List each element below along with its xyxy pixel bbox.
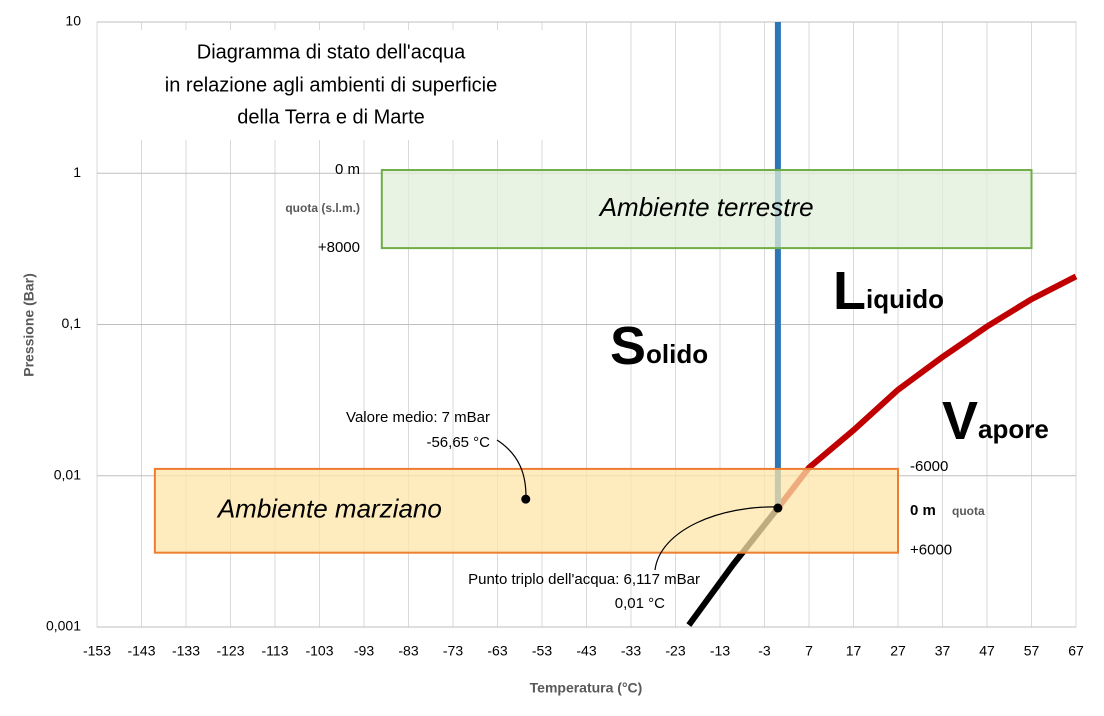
phase-label: Liquido [833, 261, 944, 321]
title-line: della Terra e di Marte [237, 106, 425, 128]
x-tick-label: -103 [305, 643, 333, 659]
side-label: +8000 [318, 239, 360, 256]
x-tick-label: -23 [665, 643, 685, 659]
y-tick-label: 1 [73, 164, 81, 180]
x-tick-label: -83 [398, 643, 418, 659]
y-tick-label: 0,01 [54, 466, 81, 482]
x-tick-label: -33 [621, 643, 641, 659]
x-tick-label: -73 [443, 643, 463, 659]
point [521, 494, 531, 504]
side-label: 0 m [910, 502, 936, 519]
region-label: Ambiente marziano [216, 494, 442, 524]
x-tick-label: -133 [172, 643, 200, 659]
point-label: 0,01 °C [615, 595, 665, 612]
pointer [496, 439, 527, 498]
region [153, 467, 900, 554]
side-label: quota [952, 504, 985, 518]
side-label: -6000 [910, 458, 948, 475]
title-line: Diagramma di stato dell'acqua [197, 41, 466, 63]
y-tick-label: 0,1 [62, 315, 82, 331]
x-tick-label: -53 [532, 643, 552, 659]
phase-label: Solido [610, 316, 708, 376]
regions [153, 169, 1033, 554]
y-axis-title: Pressione (Bar) [21, 273, 37, 376]
x-tick-label: 37 [935, 643, 951, 659]
x-axis-title: Temperatura (°C) [530, 680, 643, 696]
x-tick-label: -93 [354, 643, 374, 659]
phase-label: Vapore [942, 391, 1049, 451]
side-label: quota (s.l.m.) [285, 201, 360, 215]
title-line: in relazione agli ambienti di superficie [165, 74, 497, 96]
y-tick-label: 10 [65, 13, 81, 29]
x-tick-label: 17 [846, 643, 862, 659]
x-tick-label: 7 [805, 643, 813, 659]
x-tick-label: 67 [1068, 643, 1084, 659]
region [380, 169, 1033, 250]
x-tick-label: 47 [979, 643, 995, 659]
point-label: -56,65 °C [426, 434, 490, 451]
x-tick-label: -3 [758, 643, 771, 659]
x-tick-label: -153 [83, 643, 111, 659]
foreground: Temperatura (°C) Pressione (Bar) Diagram… [21, 13, 1084, 696]
series-line [775, 273, 1078, 510]
point-label: Punto triplo dell'acqua: 6,117 mBar [468, 571, 700, 588]
point-label: Valore medio: 7 mBar [346, 409, 490, 426]
x-tick-label: -63 [487, 643, 507, 659]
title-box [110, 30, 550, 140]
x-tick-label: -123 [216, 643, 244, 659]
side-label: +6000 [910, 542, 952, 559]
x-tick-label: -113 [262, 643, 289, 659]
x-tick-label: 57 [1024, 643, 1040, 659]
x-tick-label: -143 [127, 643, 155, 659]
pointer [654, 506, 781, 571]
region-label: Ambiente terrestre [598, 192, 814, 222]
side-label: 0 m [335, 161, 360, 178]
x-tick-label: -13 [710, 643, 730, 659]
y-tick-label: 0,001 [46, 618, 81, 634]
x-tick-label: 27 [890, 643, 906, 659]
x-tick-label: -43 [576, 643, 596, 659]
point [773, 503, 783, 513]
